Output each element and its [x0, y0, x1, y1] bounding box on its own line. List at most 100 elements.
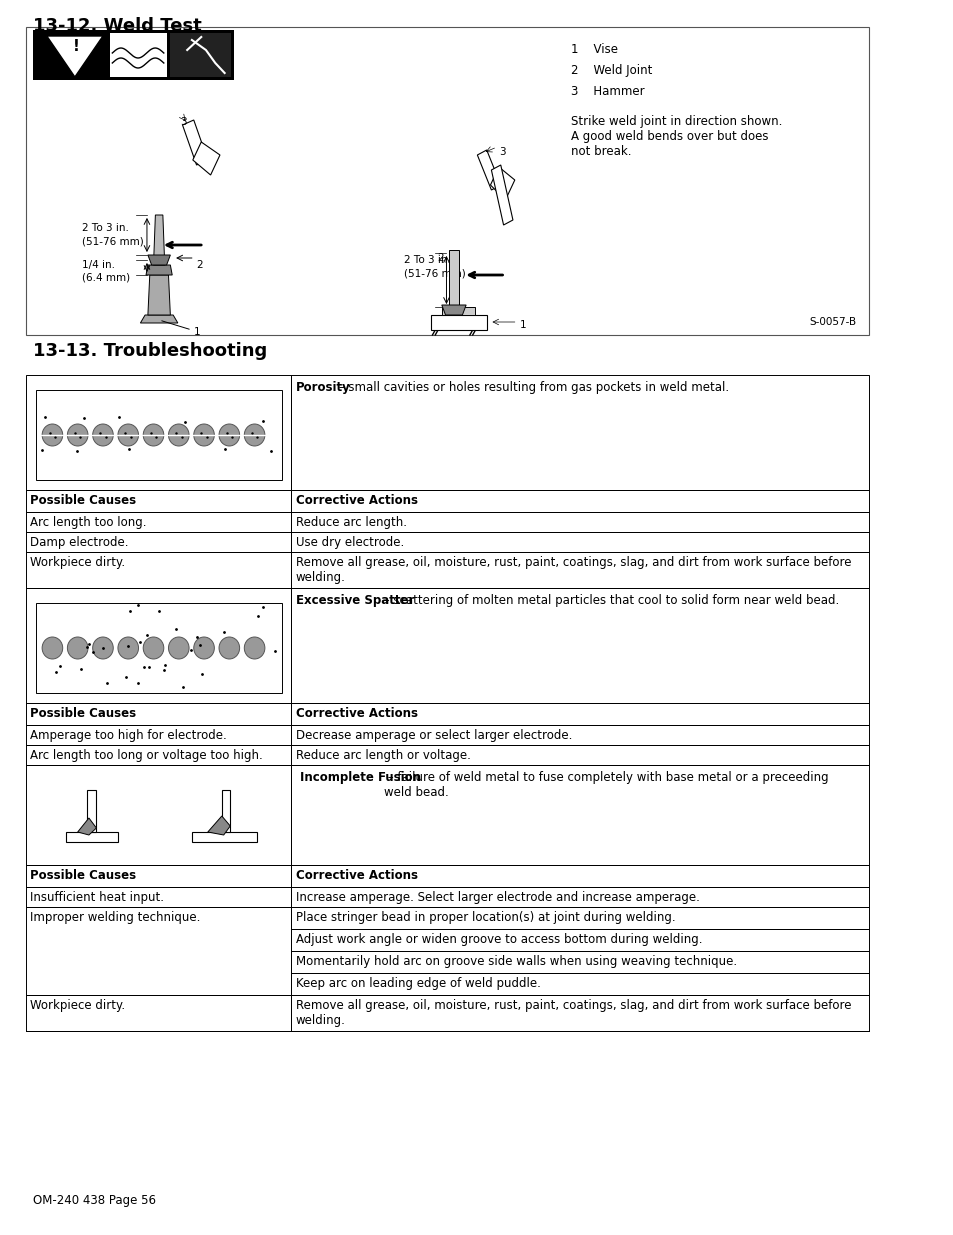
Bar — [35, 603, 281, 693]
Bar — [26, 375, 291, 490]
Text: Improper welding technique.: Improper welding technique. — [30, 911, 200, 924]
Polygon shape — [491, 165, 513, 225]
Text: Remove all grease, oil, moisture, rust, paint, coatings, slag, and dirt from wor: Remove all grease, oil, moisture, rust, … — [295, 999, 850, 1028]
Text: Possible Causes: Possible Causes — [30, 494, 136, 508]
Text: Increase amperage. Select larger electrode and increase amperage.: Increase amperage. Select larger electro… — [295, 890, 699, 904]
Polygon shape — [449, 249, 458, 308]
Circle shape — [193, 637, 214, 659]
Text: !: ! — [73, 40, 80, 54]
Bar — [26, 725, 291, 745]
Text: Decrease amperage or select larger electrode.: Decrease amperage or select larger elect… — [295, 729, 572, 742]
Bar — [26, 490, 291, 513]
Text: 3    Hammer: 3 Hammer — [570, 85, 644, 98]
Text: 2 To 3 in.: 2 To 3 in. — [82, 224, 129, 233]
Bar — [32, 30, 233, 80]
Bar — [26, 532, 291, 552]
Text: Arc length too long or voltage too high.: Arc length too long or voltage too high. — [30, 748, 262, 762]
Polygon shape — [77, 818, 96, 835]
Bar — [26, 703, 291, 725]
Bar — [291, 490, 867, 513]
Bar — [291, 973, 867, 995]
Polygon shape — [148, 275, 171, 315]
Circle shape — [92, 637, 113, 659]
Bar — [26, 588, 291, 703]
Bar — [291, 552, 867, 588]
Circle shape — [118, 424, 138, 446]
Text: Corrective Actions: Corrective Actions — [295, 706, 417, 720]
Polygon shape — [47, 36, 103, 77]
Text: Reduce arc length.: Reduce arc length. — [295, 516, 406, 529]
Text: 3: 3 — [498, 147, 505, 157]
Circle shape — [92, 424, 113, 446]
Bar — [26, 995, 291, 1031]
Bar — [35, 390, 281, 480]
Circle shape — [42, 637, 63, 659]
Bar — [26, 864, 291, 887]
Text: 1: 1 — [193, 327, 200, 337]
Text: Strike weld joint in direction shown.
A good weld bends over but does
not break.: Strike weld joint in direction shown. A … — [570, 115, 781, 158]
Bar — [291, 887, 867, 906]
Text: Amperage too high for electrode.: Amperage too high for electrode. — [30, 729, 227, 742]
Text: Reduce arc length or voltage.: Reduce arc length or voltage. — [295, 748, 470, 762]
Circle shape — [68, 637, 88, 659]
Polygon shape — [222, 790, 230, 832]
Polygon shape — [87, 790, 96, 832]
Text: 2: 2 — [196, 261, 203, 270]
Circle shape — [143, 637, 164, 659]
Bar — [26, 764, 291, 864]
Polygon shape — [66, 832, 118, 842]
Bar — [291, 864, 867, 887]
Text: Keep arc on leading edge of weld puddle.: Keep arc on leading edge of weld puddle. — [295, 977, 540, 990]
Bar — [430, 315, 486, 330]
Text: Workpiece dirty.: Workpiece dirty. — [30, 556, 125, 569]
Polygon shape — [490, 167, 515, 200]
Bar — [26, 27, 867, 335]
Bar — [291, 588, 867, 703]
Polygon shape — [476, 149, 500, 190]
Text: – failure of weld metal to fuse completely with base metal or a preceeding
weld : – failure of weld metal to fuse complete… — [383, 771, 827, 799]
Bar — [291, 375, 867, 490]
Bar — [291, 745, 867, 764]
Bar — [291, 764, 867, 864]
Bar — [291, 703, 867, 725]
Bar — [441, 308, 475, 315]
Circle shape — [219, 637, 239, 659]
Text: Arc length too long.: Arc length too long. — [30, 516, 147, 529]
Bar — [192, 832, 257, 842]
Polygon shape — [140, 315, 177, 324]
Circle shape — [118, 637, 138, 659]
Text: S-0057-B: S-0057-B — [809, 317, 856, 327]
Text: 2    Weld Joint: 2 Weld Joint — [570, 64, 652, 77]
Polygon shape — [153, 215, 165, 266]
Text: Incomplete Fusion: Incomplete Fusion — [299, 771, 420, 784]
Text: Excessive Spatter: Excessive Spatter — [295, 594, 414, 606]
Text: 1/4 in.: 1/4 in. — [82, 261, 115, 270]
Text: Momentarily hold arc on groove side walls when using weaving technique.: Momentarily hold arc on groove side wall… — [295, 955, 736, 968]
Bar — [26, 887, 291, 906]
Bar — [291, 725, 867, 745]
Circle shape — [42, 424, 63, 446]
Text: – scattering of molten metal particles that cool to solid form near weld bead.: – scattering of molten metal particles t… — [379, 594, 839, 606]
Text: 13-12. Weld Test: 13-12. Weld Test — [32, 17, 201, 35]
Circle shape — [219, 424, 239, 446]
Polygon shape — [182, 120, 208, 165]
Bar — [26, 513, 291, 532]
Text: Corrective Actions: Corrective Actions — [295, 494, 417, 508]
Text: 13-13. Troubleshooting: 13-13. Troubleshooting — [32, 342, 267, 359]
Bar — [26, 552, 291, 588]
Circle shape — [244, 424, 265, 446]
Circle shape — [68, 424, 88, 446]
Polygon shape — [146, 266, 172, 275]
Text: OM-240 438 Page 56: OM-240 438 Page 56 — [32, 1194, 155, 1207]
Bar — [291, 929, 867, 951]
Text: 2 To 3 in.: 2 To 3 in. — [404, 254, 451, 266]
Text: Possible Causes: Possible Causes — [30, 706, 136, 720]
Circle shape — [169, 424, 189, 446]
Text: – small cavities or holes resulting from gas pockets in weld metal.: – small cavities or holes resulting from… — [335, 382, 729, 394]
Polygon shape — [193, 142, 220, 175]
Bar — [291, 906, 867, 929]
Text: Place stringer bead in proper location(s) at joint during welding.: Place stringer bead in proper location(s… — [295, 911, 675, 924]
Text: Use dry electrode.: Use dry electrode. — [295, 536, 404, 550]
Circle shape — [169, 637, 189, 659]
Text: Porosity: Porosity — [295, 382, 350, 394]
